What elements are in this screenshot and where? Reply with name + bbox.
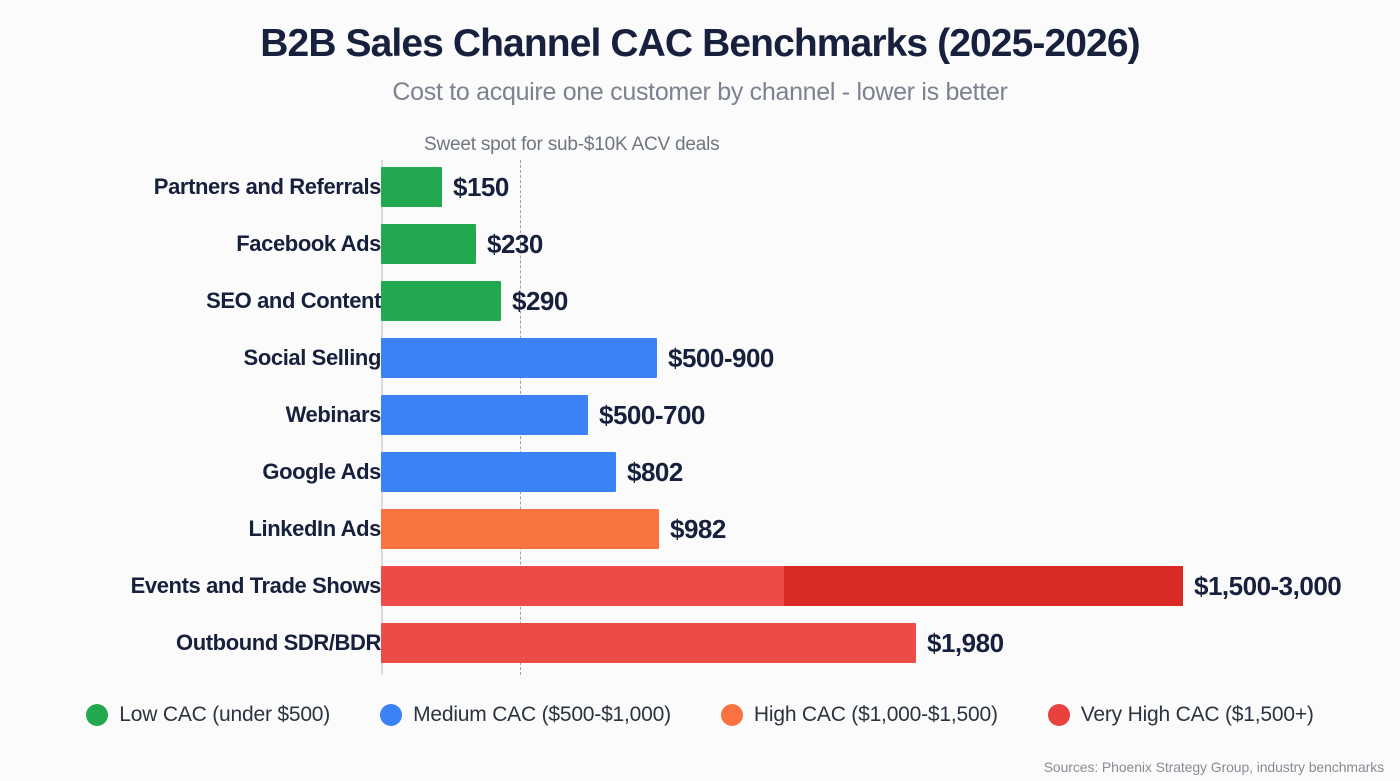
category-label: SEO and Content [206, 288, 381, 313]
legend-color-swatch-icon [1047, 704, 1070, 726]
legend-label: High CAC ($1,000-$1,500) [753, 703, 998, 726]
bar[interactable] [381, 623, 916, 663]
bar[interactable] [381, 452, 616, 492]
bar[interactable] [381, 281, 501, 321]
page-title: B2B Sales Channel CAC Benchmarks (2025-2… [260, 22, 1140, 65]
source-note: Sources: Phoenix Strategy Group, industr… [1043, 759, 1384, 775]
legend-item[interactable]: Very High CAC ($1,500+) [1047, 703, 1314, 727]
bar-value-label: $802 [627, 456, 683, 487]
bar-wrapper [381, 281, 501, 321]
bar-row: Google Ads $802 [0, 452, 1400, 492]
category-label: Partners and Referrals [153, 174, 382, 199]
bar-wrapper [381, 452, 616, 492]
legend-color-swatch-icon [720, 704, 743, 726]
bar-wrapper [381, 566, 1183, 606]
legend-item[interactable]: Low CAC (under $500) [86, 703, 330, 727]
bar-value-label: $500-700 [599, 399, 705, 430]
bar-value-label: $290 [512, 285, 568, 316]
bar-row: Facebook Ads $230 [0, 224, 1400, 264]
legend-color-swatch-icon [86, 704, 109, 726]
bar[interactable] [381, 509, 659, 549]
chart-subtitle: Cost to acquire one customer by channel … [392, 78, 1008, 106]
bar-value-label: $1,500-3,000 [1194, 570, 1342, 601]
bar-upper-range-segment[interactable] [784, 566, 1183, 606]
category-label: Social Selling [243, 345, 382, 370]
legend-label: Low CAC (under $500) [119, 703, 331, 726]
legend-label: Medium CAC ($500-$1,000) [413, 703, 671, 726]
category-label: LinkedIn Ads [248, 516, 381, 541]
legend-item[interactable]: Medium CAC ($500-$1,000) [380, 703, 671, 727]
bar-row: Events and Trade Shows $1,500-3,000 [0, 566, 1400, 606]
bar[interactable] [381, 338, 657, 378]
bar-value-label: $1,980 [927, 627, 1004, 658]
bar-row: LinkedIn Ads $982 [0, 509, 1400, 549]
bar-wrapper [381, 509, 659, 549]
category-label: Events and Trade Shows [130, 573, 382, 598]
legend-label: Very High CAC ($1,500+) [1080, 703, 1314, 726]
bar-value-label: $500-900 [668, 342, 774, 373]
bar-row: Social Selling $500-900 [0, 338, 1400, 378]
bar-wrapper [381, 338, 657, 378]
category-label: Webinars [285, 402, 382, 427]
bar-wrapper [381, 167, 442, 207]
legend-color-swatch-icon [380, 704, 403, 726]
legend-item[interactable]: High CAC ($1,000-$1,500) [720, 703, 998, 727]
category-label: Facebook Ads [236, 231, 381, 256]
chart-legend: Low CAC (under $500) Medium CAC ($500-$1,… [0, 703, 1400, 727]
bar[interactable] [381, 167, 442, 207]
bar-value-label: $150 [453, 171, 509, 202]
bar[interactable] [381, 395, 588, 435]
bar-value-label: $982 [670, 513, 726, 544]
bar-row: SEO and Content $290 [0, 281, 1400, 321]
bar-wrapper [381, 395, 588, 435]
bar-wrapper [381, 623, 916, 663]
threshold-annotation-label: Sweet spot for sub-$10K ACV deals [424, 134, 720, 155]
bar-wrapper [381, 224, 476, 264]
bar-value-label: $230 [487, 228, 543, 259]
category-label: Outbound SDR/BDR [175, 630, 381, 655]
bar-row: Outbound SDR/BDR $1,980 [0, 623, 1400, 663]
bar-row: Partners and Referrals $150 [0, 167, 1400, 207]
bar[interactable] [381, 224, 476, 264]
bar-row: Webinars $500-700 [0, 395, 1400, 435]
category-label: Google Ads [262, 459, 381, 484]
